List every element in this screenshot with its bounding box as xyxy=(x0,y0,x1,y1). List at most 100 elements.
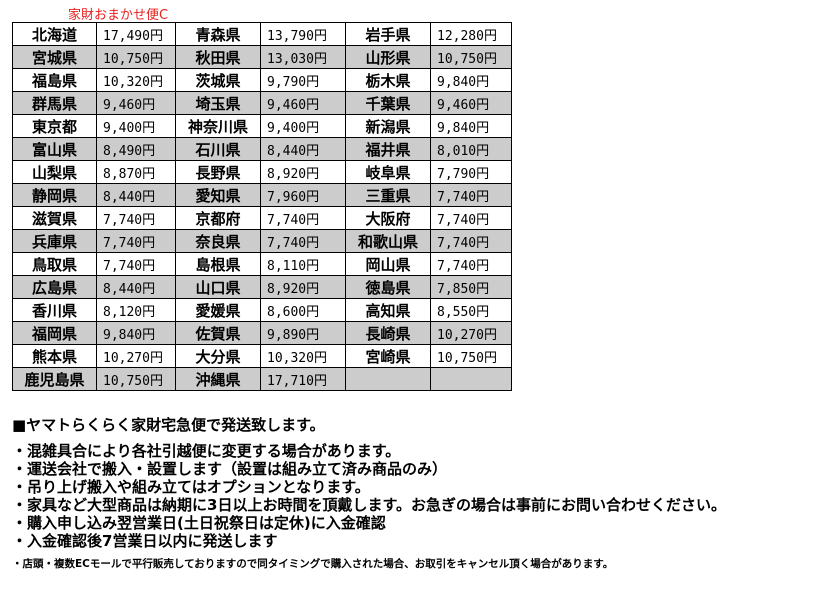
table-row: 鹿児島県 10,750円 沖縄県 17,710円 xyxy=(12,367,512,391)
table-row: 兵庫県 7,740円 奈良県 7,740円 和歌山県 7,740円 xyxy=(12,229,512,253)
prefecture-cell: 静岡県 xyxy=(12,183,97,207)
prefecture-cell: 鳥取県 xyxy=(12,252,97,276)
prefecture-cell: 長野県 xyxy=(175,160,261,184)
price-cell: 7,740円 xyxy=(96,229,176,253)
table-row: 広島県 8,440円 山口県 8,920円 徳島県 7,850円 xyxy=(12,275,512,299)
table-row: 福岡県 9,840円 佐賀県 9,890円 長崎県 10,270円 xyxy=(12,321,512,345)
price-cell: 8,920円 xyxy=(260,275,346,299)
price-cell: 8,440円 xyxy=(96,183,176,207)
table-row: 宮城県 10,750円 秋田県 13,030円 山形県 10,750円 xyxy=(12,45,512,69)
price-cell: 9,840円 xyxy=(430,68,512,92)
price-cell: 9,840円 xyxy=(96,321,176,345)
prefecture-cell: 佐賀県 xyxy=(175,321,261,345)
prefecture-cell: 青森県 xyxy=(175,22,261,46)
prefecture-cell: 大分県 xyxy=(175,344,261,368)
prefecture-cell: 福井県 xyxy=(345,137,431,161)
price-cell: 10,320円 xyxy=(260,344,346,368)
price-cell: 17,710円 xyxy=(260,367,346,391)
price-cell: 7,740円 xyxy=(260,206,346,230)
price-cell: 10,750円 xyxy=(430,45,512,69)
price-cell: 8,600円 xyxy=(260,298,346,322)
prefecture-cell: 長崎県 xyxy=(345,321,431,345)
prefecture-cell: 岩手県 xyxy=(345,22,431,46)
price-cell: 8,440円 xyxy=(96,275,176,299)
price-cell: 7,740円 xyxy=(430,252,512,276)
prefecture-cell: 沖縄県 xyxy=(175,367,261,391)
table-row: 東京都 9,400円 神奈川県 9,400円 新潟県 9,840円 xyxy=(12,114,512,138)
prefecture-cell: 徳島県 xyxy=(345,275,431,299)
note-small: ・店頭・複数ECモールで平行販売しておりますので同タイミングで購入された場合、お… xyxy=(12,558,614,570)
prefecture-cell: 兵庫県 xyxy=(12,229,97,253)
prefecture-cell: 秋田県 xyxy=(175,45,261,69)
prefecture-cell: 山形県 xyxy=(345,45,431,69)
prefecture-cell: 栃木県 xyxy=(345,68,431,92)
prefecture-cell: 京都府 xyxy=(175,206,261,230)
table-caption: 家財おまかせ便C xyxy=(68,8,169,23)
price-cell: 9,890円 xyxy=(260,321,346,345)
prefecture-cell: 千葉県 xyxy=(345,91,431,115)
table-row: 群馬県 9,460円 埼玉県 9,460円 千葉県 9,460円 xyxy=(12,91,512,115)
prefecture-cell xyxy=(345,367,431,391)
prefecture-cell: 福岡県 xyxy=(12,321,97,345)
prefecture-cell: 群馬県 xyxy=(12,91,97,115)
table-row: 静岡県 8,440円 愛知県 7,960円 三重県 7,740円 xyxy=(12,183,512,207)
price-cell: 8,870円 xyxy=(96,160,176,184)
prefecture-cell: 奈良県 xyxy=(175,229,261,253)
price-cell: 9,460円 xyxy=(430,91,512,115)
prefecture-cell: 広島県 xyxy=(12,275,97,299)
price-cell: 10,750円 xyxy=(430,344,512,368)
price-cell: 13,030円 xyxy=(260,45,346,69)
shipping-notes: ■ヤマトらくらく家財宅急便で発送致します。 ・混雑具合により各社引越便に変更する… xyxy=(12,414,726,571)
price-cell: 9,840円 xyxy=(430,114,512,138)
table-row: 富山県 8,490円 石川県 8,440円 福井県 8,010円 xyxy=(12,137,512,161)
prefecture-cell: 東京都 xyxy=(12,114,97,138)
price-cell: 9,460円 xyxy=(260,91,346,115)
price-cell: 7,740円 xyxy=(430,229,512,253)
price-cell: 7,960円 xyxy=(260,183,346,207)
note-line: ・家具など大型商品は納期に3日以上お時間を頂戴します。お急ぎの場合は事前にお問い… xyxy=(12,496,726,514)
price-cell: 13,790円 xyxy=(260,22,346,46)
price-cell: 8,120円 xyxy=(96,298,176,322)
prefecture-cell: 愛知県 xyxy=(175,183,261,207)
table-row: 熊本県 10,270円 大分県 10,320円 宮崎県 10,750円 xyxy=(12,344,512,368)
prefecture-cell: 山口県 xyxy=(175,275,261,299)
prefecture-cell: 大阪府 xyxy=(345,206,431,230)
note-line: ・運送会社で搬入・設置します（設置は組み立て済み商品のみ） xyxy=(12,460,448,478)
table-row: 滋賀県 7,740円 京都府 7,740円 大阪府 7,740円 xyxy=(12,206,512,230)
note-line: ・購入申し込み翌営業日(土日祝祭日は定休)に入金確認 xyxy=(12,514,386,532)
prefecture-cell: 福島県 xyxy=(12,68,97,92)
price-cell: 7,740円 xyxy=(430,183,512,207)
prefecture-cell: 高知県 xyxy=(345,298,431,322)
price-cell: 8,550円 xyxy=(430,298,512,322)
table-row: 山梨県 8,870円 長野県 8,920円 岐阜県 7,790円 xyxy=(12,160,512,184)
prefecture-cell: 熊本県 xyxy=(12,344,97,368)
price-cell: 9,460円 xyxy=(96,91,176,115)
price-cell: 8,490円 xyxy=(96,137,176,161)
prefecture-cell: 三重県 xyxy=(345,183,431,207)
note-line: ・混雑具合により各社引越便に変更する場合があります。 xyxy=(12,442,401,460)
prefecture-cell: 神奈川県 xyxy=(175,114,261,138)
prefecture-cell: 島根県 xyxy=(175,252,261,276)
price-cell: 17,490円 xyxy=(96,22,176,46)
shipping-fee-table: 北海道 17,490円 青森県 13,790円 岩手県 12,280円 宮城県 10,750円… xyxy=(12,22,512,391)
prefecture-cell: 埼玉県 xyxy=(175,91,261,115)
price-cell: 10,270円 xyxy=(430,321,512,345)
prefecture-cell: 石川県 xyxy=(175,137,261,161)
prefecture-cell: 滋賀県 xyxy=(12,206,97,230)
price-cell: 8,110円 xyxy=(260,252,346,276)
prefecture-cell: 茨城県 xyxy=(175,68,261,92)
prefecture-cell: 岐阜県 xyxy=(345,160,431,184)
price-cell: 9,400円 xyxy=(260,114,346,138)
prefecture-cell: 新潟県 xyxy=(345,114,431,138)
price-cell: 7,740円 xyxy=(96,206,176,230)
prefecture-cell: 宮崎県 xyxy=(345,344,431,368)
prefecture-cell: 愛媛県 xyxy=(175,298,261,322)
prefecture-cell: 岡山県 xyxy=(345,252,431,276)
prefecture-cell: 香川県 xyxy=(12,298,97,322)
price-cell: 12,280円 xyxy=(430,22,512,46)
table-row: 北海道 17,490円 青森県 13,790円 岩手県 12,280円 xyxy=(12,22,512,46)
price-cell xyxy=(430,367,512,391)
price-cell: 7,740円 xyxy=(430,206,512,230)
prefecture-cell: 北海道 xyxy=(12,22,97,46)
price-cell: 7,850円 xyxy=(430,275,512,299)
